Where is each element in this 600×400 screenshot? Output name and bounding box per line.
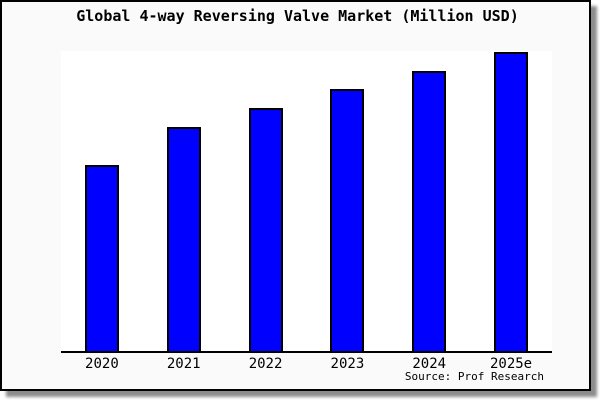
- bar-2021: [166, 127, 201, 351]
- plot-area: [61, 51, 552, 353]
- x-tick-label-2021: 2021: [166, 356, 201, 372]
- bar-2022: [248, 108, 283, 351]
- bar-slot: [306, 89, 388, 351]
- x-tick-label-2024: 2024: [412, 356, 447, 372]
- bar-2023: [330, 89, 365, 351]
- x-tick-label-2025e: 2025e: [489, 356, 533, 372]
- bar-slot: [470, 52, 552, 351]
- bar-slot: [225, 108, 307, 351]
- bar-slot: [388, 71, 470, 351]
- x-tick-label-2020: 2020: [85, 356, 119, 372]
- chart-frame: Global 4-way Reversing Valve Market (Mil…: [0, 0, 591, 391]
- x-axis-labels: 2020 2021 2022 2023 2024 2025e: [61, 357, 552, 371]
- bar-2020: [84, 165, 119, 351]
- x-tick-label-2022: 2022: [248, 356, 283, 372]
- x-tick-label-2023: 2023: [330, 356, 365, 372]
- bar-slot: [143, 127, 225, 351]
- bar-2024: [412, 71, 447, 351]
- bar-2025e: [494, 52, 529, 351]
- bar-slot: [61, 165, 143, 351]
- source-text: Source: Prof Research: [404, 370, 544, 383]
- chart-title: Global 4-way Reversing Valve Market (Mil…: [76, 7, 519, 25]
